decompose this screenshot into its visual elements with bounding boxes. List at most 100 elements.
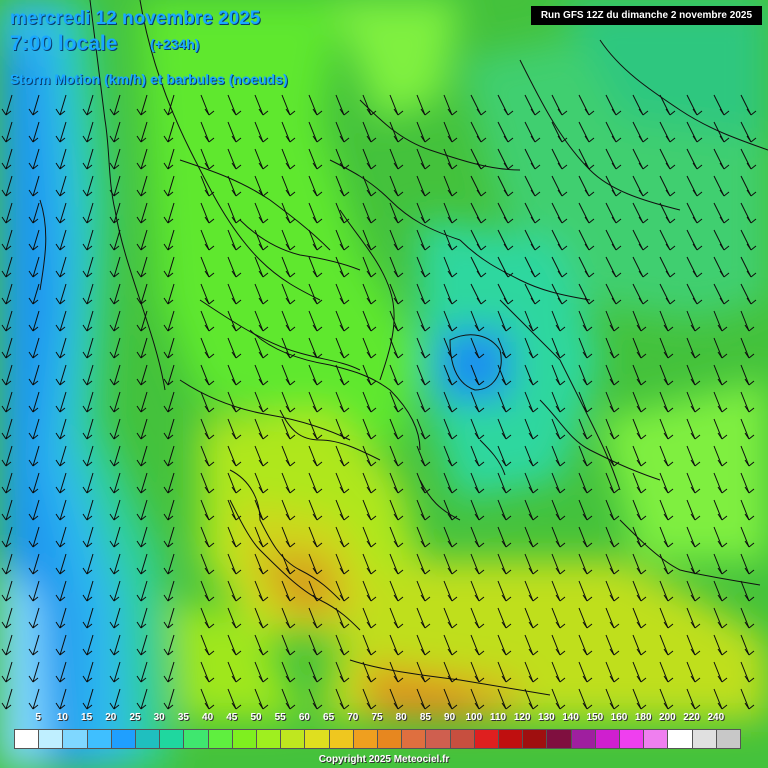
wind-barb <box>200 553 215 575</box>
wind-barb <box>686 580 701 602</box>
wind-barb <box>443 256 458 278</box>
forecast-time: 7:00 locale <box>10 32 118 55</box>
wind-barb <box>254 418 269 440</box>
wind-barb <box>82 661 94 683</box>
wind-barb <box>200 175 215 197</box>
wind-barb <box>1 364 13 386</box>
wind-barb <box>497 553 512 575</box>
wind-barb <box>281 148 296 170</box>
wind-barb <box>281 418 296 440</box>
legend-label: 180 <box>634 712 652 723</box>
legend-label: 5 <box>35 712 41 723</box>
wind-barb <box>605 526 620 548</box>
wind-barb <box>443 175 458 197</box>
wind-barb <box>416 688 431 710</box>
wind-barb <box>578 283 595 305</box>
wind-barb <box>470 499 485 521</box>
wind-barb <box>389 472 404 494</box>
wind-barb <box>308 580 323 602</box>
wind-barb <box>713 580 728 602</box>
wind-barb <box>416 229 431 251</box>
wind-barb <box>605 175 622 197</box>
wind-barb <box>281 445 296 467</box>
wind-barb <box>163 229 175 251</box>
wind-barb <box>281 661 296 683</box>
wind-barb <box>1 445 13 467</box>
wind-barb <box>163 337 175 359</box>
wind-barb <box>55 94 67 116</box>
wind-barb <box>551 445 566 467</box>
wind-barb <box>497 661 512 683</box>
wind-barb <box>524 391 539 413</box>
wind-barb <box>578 553 593 575</box>
wind-barb <box>551 391 566 413</box>
wind-barb <box>659 634 674 656</box>
wind-barb <box>605 634 620 656</box>
wind-barb <box>578 94 595 116</box>
wind-barb <box>136 310 148 332</box>
wind-barb <box>28 229 40 251</box>
wind-barb <box>109 364 121 386</box>
wind-barb <box>82 310 94 332</box>
wind-barb <box>362 337 377 359</box>
wind-barb <box>335 580 350 602</box>
wind-barb <box>578 499 593 521</box>
borders-and-coastlines <box>39 0 768 696</box>
wind-barb <box>740 499 755 521</box>
wind-barb <box>28 202 40 224</box>
wind-barb <box>281 175 296 197</box>
wind-barb <box>389 634 404 656</box>
copyright-text: Copyright 2025 Meteociel.fr <box>318 754 450 765</box>
wind-barb <box>163 688 175 710</box>
wind-barb <box>632 202 649 224</box>
wind-barb <box>254 202 269 224</box>
wind-barb <box>470 256 487 278</box>
wind-barb <box>389 499 404 521</box>
wind-barb <box>82 580 94 602</box>
wind-barb <box>362 472 377 494</box>
wind-barb <box>443 121 458 143</box>
wind-barb <box>163 526 175 548</box>
wind-barb <box>551 94 568 116</box>
wind-barb <box>659 256 676 278</box>
wind-barb <box>109 256 121 278</box>
legend-color-cell <box>570 729 596 749</box>
wind-barb <box>713 337 728 359</box>
wind-barb <box>551 553 566 575</box>
wind-barb <box>524 634 539 656</box>
wind-barb <box>659 526 674 548</box>
wind-barb <box>109 445 121 467</box>
wind-barb <box>713 391 728 413</box>
wind-barb <box>551 580 566 602</box>
legend-color-cell <box>207 729 233 749</box>
legend-color-cell <box>473 729 499 749</box>
wind-barb <box>362 553 377 575</box>
wind-barb <box>443 148 458 170</box>
wind-barb <box>497 283 514 305</box>
wind-barb <box>632 175 649 197</box>
wind-barb <box>551 688 566 710</box>
wind-barb <box>281 121 296 143</box>
legend-label: 80 <box>395 712 407 723</box>
wind-barb <box>659 553 674 575</box>
wind-barb <box>632 94 649 116</box>
wind-barb <box>470 202 487 224</box>
legend-color-cell <box>159 729 185 749</box>
wind-barb <box>1 553 13 575</box>
legend-color-cell <box>86 729 112 749</box>
wind-barb <box>605 472 620 494</box>
wind-barb <box>497 337 512 359</box>
wind-barb <box>308 472 323 494</box>
wind-barb <box>136 526 148 548</box>
wind-barb <box>470 607 485 629</box>
forecast-date: mercredi 12 novembre 2025 <box>10 8 261 29</box>
wind-barb <box>28 364 40 386</box>
wind-barb <box>109 175 121 197</box>
wind-barb <box>82 391 94 413</box>
wind-barb <box>136 175 148 197</box>
wind-barb <box>109 337 121 359</box>
wind-barb <box>416 418 431 440</box>
wind-barb <box>605 445 620 467</box>
legend-color-cell <box>667 729 693 749</box>
wind-barb <box>55 445 67 467</box>
